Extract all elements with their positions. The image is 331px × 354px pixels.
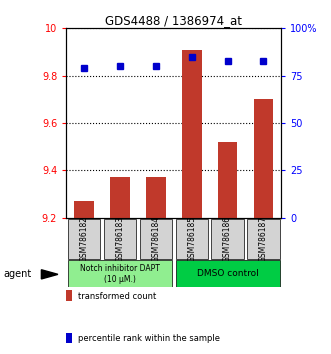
Bar	[74, 201, 94, 218]
Text: percentile rank within the sample: percentile rank within the sample	[78, 333, 220, 343]
Text: GSM786185: GSM786185	[187, 216, 196, 262]
Bar	[68, 260, 172, 287]
Polygon shape	[41, 270, 58, 279]
Bar	[175, 218, 208, 259]
Text: GSM786182: GSM786182	[80, 216, 89, 262]
Bar	[254, 99, 273, 218]
Bar	[110, 177, 130, 218]
Text: Notch inhibitor DAPT
(10 μM.): Notch inhibitor DAPT (10 μM.)	[80, 264, 160, 284]
Bar	[218, 142, 237, 218]
Bar	[175, 260, 280, 287]
Title: GDS4488 / 1386974_at: GDS4488 / 1386974_at	[105, 14, 242, 27]
Bar	[104, 218, 136, 259]
Bar	[140, 218, 172, 259]
Bar	[212, 218, 244, 259]
Text: GSM786183: GSM786183	[116, 216, 124, 262]
Text: agent: agent	[3, 269, 31, 279]
Text: transformed count: transformed count	[78, 292, 156, 301]
Text: GSM786184: GSM786184	[151, 216, 160, 262]
Bar	[247, 218, 280, 259]
Bar	[146, 177, 166, 218]
Bar	[182, 50, 202, 218]
Bar	[68, 218, 100, 259]
Text: GSM786186: GSM786186	[223, 216, 232, 262]
Text: DMSO control: DMSO control	[197, 269, 259, 278]
Text: GSM786187: GSM786187	[259, 216, 268, 262]
